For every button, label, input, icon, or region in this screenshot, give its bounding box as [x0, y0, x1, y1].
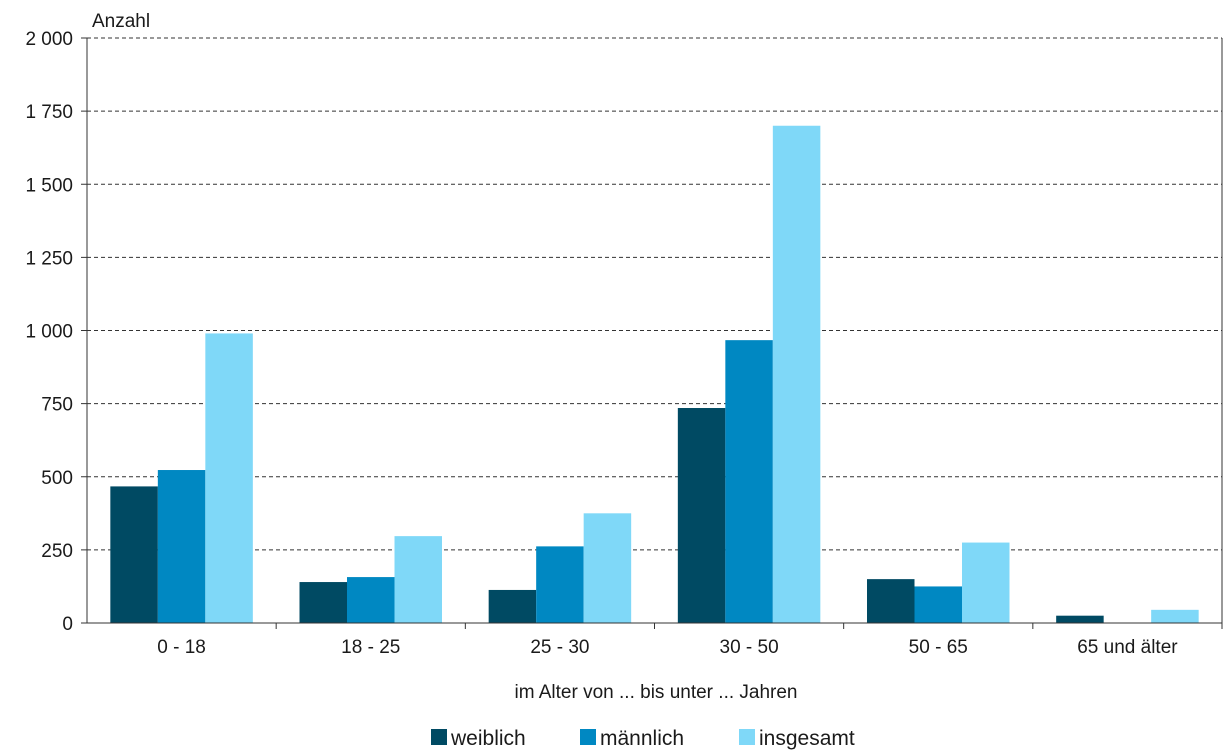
bar-maennlich	[157, 470, 206, 623]
bar-insgesamt	[205, 333, 253, 623]
legend-swatch	[431, 729, 447, 745]
bar-maennlich	[914, 586, 962, 623]
y-tick-label: 750	[41, 395, 73, 416]
legend-label: männlich	[600, 727, 684, 750]
bar-maennlich	[347, 577, 395, 623]
y-tick-label: 1 000	[25, 322, 73, 343]
x-tick-label: 30 - 50	[720, 637, 779, 658]
bar-insgesamt	[394, 536, 442, 623]
x-axis-title: im Alter von ... bis unter ... Jahren	[514, 682, 797, 703]
bar-weiblich	[867, 579, 915, 623]
y-tick-label: 1 500	[25, 175, 73, 196]
bars	[110, 125, 1199, 623]
x-tick-label: 65 und älter	[1077, 637, 1178, 658]
bar-insgesamt	[772, 125, 821, 623]
y-tick-label: 0	[62, 614, 73, 635]
bar-weiblich	[299, 582, 347, 623]
bar-weiblich	[110, 486, 158, 623]
x-tick-label: 50 - 65	[909, 637, 968, 658]
legend-label: weiblich	[450, 727, 526, 750]
x-tick-label: 0 - 18	[157, 637, 206, 658]
gridlines	[87, 37, 1222, 551]
y-axis-title: Anzahl	[92, 11, 150, 32]
bar-maennlich	[536, 546, 584, 623]
bar-insgesamt	[1151, 609, 1199, 623]
legend: weiblich männlich insgesamt	[431, 727, 855, 750]
y-tick-label: 1 750	[25, 102, 73, 123]
bar-insgesamt	[962, 542, 1010, 623]
x-tick-label: 18 - 25	[341, 637, 400, 658]
bar-weiblich	[1056, 615, 1104, 623]
y-tick-label: 500	[41, 468, 73, 489]
legend-label: insgesamt	[759, 727, 855, 750]
axes: 0 250 500 750 1 000 1 250 1 500 1 750 2 000 0 - 1…	[25, 29, 1223, 658]
x-tick-label: 25 - 30	[530, 637, 589, 658]
bar-weiblich	[488, 589, 537, 623]
bar-maennlich	[725, 340, 773, 623]
bar-insgesamt	[583, 513, 632, 623]
y-tick-label: 250	[41, 541, 73, 562]
y-tick-label: 2 000	[25, 29, 73, 50]
legend-swatch	[739, 729, 755, 745]
bar-weiblich	[677, 408, 726, 623]
y-tick-label: 1 250	[25, 248, 73, 269]
legend-swatch	[580, 729, 596, 745]
